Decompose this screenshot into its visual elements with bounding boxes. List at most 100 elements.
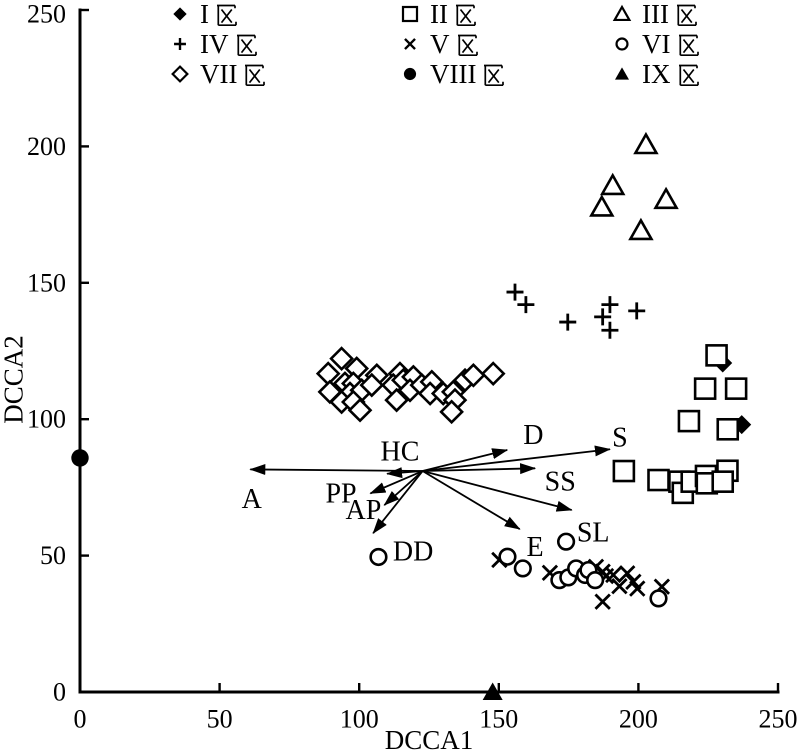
data-point-III bbox=[653, 186, 679, 210]
arrow-label-s: S bbox=[612, 422, 628, 453]
data-point-VI bbox=[498, 547, 517, 566]
arrow-dd bbox=[372, 470, 424, 535]
y-tick-label: 200 bbox=[27, 132, 66, 161]
district-qu-glyph bbox=[678, 64, 699, 86]
arrow-d bbox=[422, 448, 509, 472]
data-point-IV bbox=[559, 313, 577, 331]
data-point-IV bbox=[506, 283, 524, 301]
series-VIII bbox=[71, 449, 89, 467]
open-triangle-icon bbox=[612, 4, 632, 22]
data-point-IV bbox=[601, 321, 619, 339]
filled-triangle-icon bbox=[615, 67, 629, 80]
y-tick-label: 0 bbox=[53, 678, 66, 707]
arrow-label-d: D bbox=[523, 420, 543, 451]
filled-triangle-icon-shape bbox=[615, 67, 629, 80]
qu-strokes bbox=[217, 4, 237, 26]
district-qu-glyph bbox=[217, 4, 237, 26]
data-point-II bbox=[724, 377, 748, 400]
x-axis-title: DCCA1 bbox=[384, 725, 474, 755]
legend-label: IV bbox=[200, 28, 229, 59]
data-point-II bbox=[716, 417, 740, 441]
legend-label: VII bbox=[200, 58, 238, 89]
arrow-pp bbox=[369, 470, 423, 495]
data-point-V bbox=[619, 565, 636, 582]
cross-icon-shape bbox=[404, 38, 416, 50]
arrow-e bbox=[422, 470, 521, 530]
series-IX bbox=[482, 682, 503, 700]
y-tick-label: 250 bbox=[27, 0, 66, 29]
data-point-IV bbox=[601, 296, 619, 314]
qu-strokes bbox=[678, 64, 699, 86]
data-point-II bbox=[711, 470, 735, 493]
data-point-VII bbox=[461, 362, 486, 388]
data-point-VI bbox=[586, 571, 605, 590]
x-tick-label: 200 bbox=[619, 705, 658, 734]
data-point-IV bbox=[517, 296, 535, 314]
x-tick-label: 50 bbox=[207, 705, 233, 734]
qu-strokes bbox=[484, 64, 505, 86]
data-point-III bbox=[633, 131, 659, 155]
qu-strokes bbox=[676, 4, 697, 26]
cross-icon bbox=[404, 38, 416, 50]
district-qu-glyph bbox=[236, 34, 257, 56]
series-VI bbox=[369, 532, 668, 608]
data-point-II bbox=[693, 377, 717, 400]
legend-label: IX bbox=[642, 58, 671, 89]
legend-item-V: V bbox=[397, 29, 478, 59]
qu-strokes bbox=[236, 34, 257, 56]
district-qu-glyph bbox=[245, 64, 266, 86]
plus-icon-shape bbox=[174, 38, 186, 50]
open-circle-icon bbox=[615, 37, 629, 51]
data-point-V bbox=[611, 577, 628, 595]
data-point-VII bbox=[359, 372, 385, 398]
arrow-label-a: A bbox=[242, 484, 263, 515]
open-triangle-icon-shape bbox=[612, 4, 632, 22]
arrow-hc bbox=[386, 467, 423, 479]
legend-label: I bbox=[200, 0, 209, 29]
legend-item-II: II bbox=[397, 0, 476, 29]
qu-strokes bbox=[245, 64, 266, 86]
legend-item-VI: VI bbox=[609, 29, 699, 59]
data-point-VI bbox=[513, 559, 532, 578]
legend-label: VI bbox=[642, 28, 671, 59]
y-axis-title: DCCA2 bbox=[0, 335, 29, 424]
qu-strokes bbox=[457, 34, 478, 56]
data-point-III bbox=[599, 172, 626, 196]
x-tick-label: 0 bbox=[74, 705, 87, 734]
legend-label: VIII bbox=[430, 58, 477, 89]
open-square-icon bbox=[401, 5, 419, 23]
arrow-label-e: E bbox=[527, 532, 544, 563]
arrow-ap bbox=[383, 470, 424, 506]
x-tick-label: 100 bbox=[340, 705, 379, 734]
arrow-label-pp: PP bbox=[325, 479, 356, 510]
legend-label: III bbox=[642, 0, 669, 29]
data-point-IV bbox=[628, 302, 646, 320]
data-point-V bbox=[605, 566, 622, 584]
arrow-label-sl: SL bbox=[577, 517, 610, 548]
district-qu-glyph bbox=[457, 34, 478, 56]
arrow-label-ss: SS bbox=[545, 466, 576, 497]
open-diamond-icon-shape bbox=[171, 65, 189, 83]
filled-circle-icon bbox=[403, 67, 417, 81]
arrow-label-ap: AP bbox=[345, 495, 381, 526]
district-qu-glyph bbox=[484, 64, 505, 86]
arrow-label-dd: DD bbox=[393, 537, 433, 568]
data-point-VII bbox=[480, 361, 506, 386]
data-point-VI bbox=[369, 547, 388, 567]
arrow-s bbox=[422, 445, 611, 472]
open-diamond-icon bbox=[171, 65, 189, 83]
legend: I II III IV V VI VII VIII IX bbox=[0, 0, 800, 95]
data-point-V bbox=[629, 580, 646, 597]
series-VII bbox=[315, 346, 506, 425]
filled-diamond-icon bbox=[173, 7, 187, 21]
data-point-VII bbox=[347, 397, 373, 423]
arrow-label-hc: HC bbox=[381, 436, 420, 467]
legend-label: II bbox=[430, 0, 448, 29]
legend-item-VIII: VIII bbox=[397, 58, 505, 89]
filled-circle-icon-shape bbox=[403, 67, 417, 81]
data-point-II bbox=[705, 344, 728, 367]
filled-diamond-icon-shape bbox=[173, 7, 187, 21]
qu-strokes bbox=[678, 34, 699, 56]
district-qu-glyph bbox=[678, 34, 699, 56]
